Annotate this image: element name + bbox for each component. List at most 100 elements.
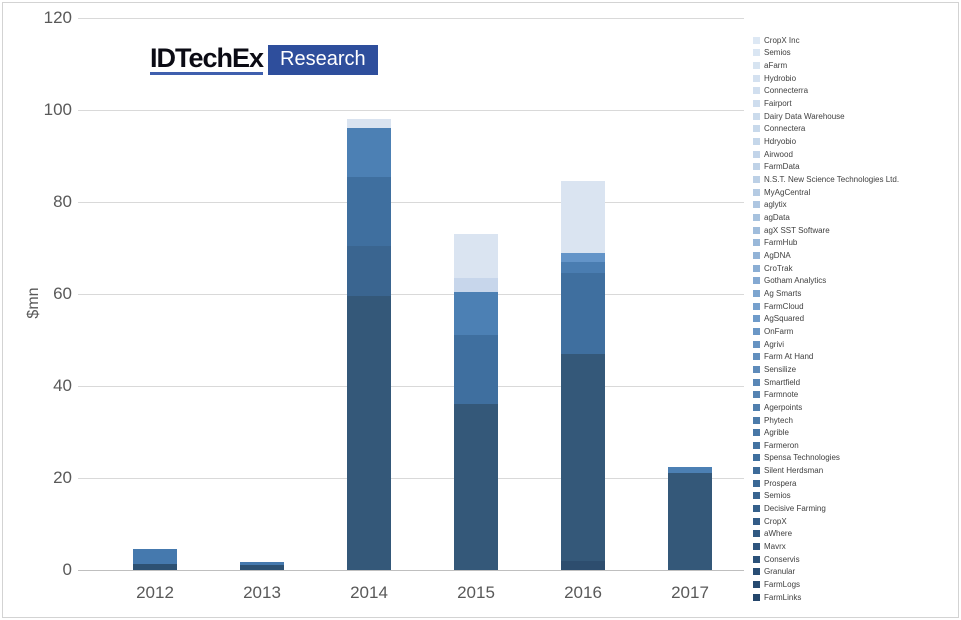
legend-item: Semios xyxy=(753,490,899,503)
legend-item: FarmLinks xyxy=(753,591,899,604)
legend-swatch-icon xyxy=(753,429,760,437)
bar-2014 xyxy=(347,119,391,570)
y-tick-label-80: 80 xyxy=(53,192,72,211)
bar-segment xyxy=(454,335,498,405)
legend-swatch-icon xyxy=(753,327,760,335)
x-label-2013: 2013 xyxy=(243,583,281,602)
bar-segment xyxy=(347,296,391,570)
legend-label: Granular xyxy=(764,567,796,577)
bar-segment xyxy=(454,234,498,278)
y-tick-label-60: 60 xyxy=(53,284,72,303)
grid-line-20 xyxy=(78,478,744,479)
legend-label: MyAgCentral xyxy=(764,187,811,197)
legend-item: FarmCloud xyxy=(753,300,899,313)
legend-label: Gotham Analytics xyxy=(764,276,827,286)
legend-item: Phytech xyxy=(753,414,899,427)
legend-label: CropX Inc xyxy=(764,35,800,45)
grid-line-120 xyxy=(78,18,744,19)
legend-swatch-icon xyxy=(753,581,760,589)
legend-label: Silent Herdsman xyxy=(764,466,824,476)
legend-swatch-icon xyxy=(753,517,760,525)
legend-item: Fairport xyxy=(753,97,899,110)
legend-swatch-icon xyxy=(753,138,760,146)
x-label-2017: 2017 xyxy=(671,583,709,602)
legend-swatch-icon xyxy=(753,163,760,171)
legend-label: Prospera xyxy=(764,478,797,488)
bar-segment xyxy=(240,564,284,570)
legend-label: Connectera xyxy=(764,124,806,134)
legend-label: FarmLogs xyxy=(764,580,801,590)
legend-swatch-icon xyxy=(753,112,760,120)
legend-label: AgSquared xyxy=(764,314,805,324)
legend-label: aFarm xyxy=(764,61,788,71)
legend-label: Agrible xyxy=(764,428,789,438)
legend-swatch-icon xyxy=(753,264,760,272)
bar-segment xyxy=(240,562,284,565)
legend-item: Hydrobio xyxy=(753,72,899,85)
legend-label: OnFarm xyxy=(764,326,794,336)
legend-label: Conservis xyxy=(764,554,800,564)
legend-swatch-icon xyxy=(753,416,760,424)
legend-swatch-icon xyxy=(753,150,760,158)
legend-label: aglytix xyxy=(764,200,787,210)
legend-item: Airwood xyxy=(753,148,899,161)
legend-swatch-icon xyxy=(753,251,760,259)
legend-item: FarmHub xyxy=(753,237,899,250)
legend-item: Farmeron xyxy=(753,439,899,452)
legend-item: FarmLogs xyxy=(753,578,899,591)
legend-label: Spensa Technologies xyxy=(764,453,840,463)
x-label-2015: 2015 xyxy=(457,583,495,602)
legend-item: Decisive Farming xyxy=(753,502,899,515)
x-label-2016: 2016 xyxy=(564,583,602,602)
grid-line-60 xyxy=(78,294,744,295)
legend-swatch-icon xyxy=(753,441,760,449)
idtechex-logo-brand: IDTechEx xyxy=(150,43,264,75)
legend-item: Spensa Technologies xyxy=(753,452,899,465)
legend-item: Smartfield xyxy=(753,376,899,389)
bar-segment xyxy=(668,467,712,474)
legend-label: Mavrx xyxy=(764,542,786,552)
legend-swatch-icon xyxy=(753,100,760,108)
legend-label: CropX xyxy=(764,516,787,526)
bar-segment xyxy=(561,181,605,253)
legend-label: Connecterra xyxy=(764,86,809,96)
bar-2012 xyxy=(133,548,177,570)
legend-item: Silent Herdsman xyxy=(753,464,899,477)
legend-swatch-icon xyxy=(753,239,760,247)
bar-segment xyxy=(454,277,498,292)
y-tick-label-0: 0 xyxy=(62,560,72,579)
legend-item: AgSquared xyxy=(753,312,899,325)
legend-item: agData xyxy=(753,211,899,224)
legend-item: Hdryobio xyxy=(753,135,899,148)
legend-swatch-icon xyxy=(753,378,760,386)
bar-2017 xyxy=(668,467,712,570)
legend-item: aglytix xyxy=(753,199,899,212)
bar-segment xyxy=(561,261,605,274)
y-tick-label-40: 40 xyxy=(53,376,72,395)
legend-label: FarmHub xyxy=(764,238,798,248)
legend-item: Farmnote xyxy=(753,388,899,401)
legend-label: Agerpoints xyxy=(764,402,803,412)
bar-2013 xyxy=(240,562,284,570)
bar-segment xyxy=(561,273,605,354)
x-label-2012: 2012 xyxy=(136,583,174,602)
legend-item: AgDNA xyxy=(753,249,899,262)
legend-swatch-icon xyxy=(753,226,760,234)
bar-segment xyxy=(347,176,391,246)
legend-item: CroTrak xyxy=(753,262,899,275)
legend-label: Phytech xyxy=(764,415,793,425)
legend-label: agData xyxy=(764,213,790,223)
legend-item: Connecterra xyxy=(753,85,899,98)
bar-segment xyxy=(347,128,391,177)
legend-swatch-icon xyxy=(753,593,760,601)
legend: CropX Inc Semios aFarm Hydrobio Connecterra F… xyxy=(753,34,899,604)
grid-line-80 xyxy=(78,202,744,203)
legend-item: Mavrx xyxy=(753,540,899,553)
legend-item: Agerpoints xyxy=(753,401,899,414)
legend-item: Sensilize xyxy=(753,363,899,376)
legend-swatch-icon xyxy=(753,176,760,184)
legend-label: Fairport xyxy=(764,99,792,109)
legend-swatch-icon xyxy=(753,467,760,475)
legend-label: FarmCloud xyxy=(764,301,804,311)
legend-swatch-icon xyxy=(753,454,760,462)
